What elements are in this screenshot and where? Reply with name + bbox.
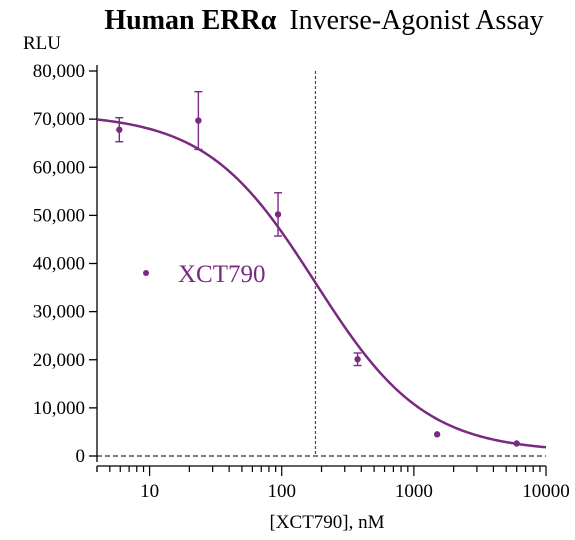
x-axis-title: [XCT790], nM: [269, 512, 384, 533]
y-tick-label: 60,000: [33, 157, 85, 178]
data-point: [195, 117, 202, 124]
fit-curve-group: [96, 118, 547, 449]
data-point: [116, 126, 123, 133]
x-tick-label: 100: [267, 481, 296, 502]
fit-curve: [96, 118, 547, 449]
y-tick-label: 40,000: [33, 254, 85, 275]
y-tick-label: 50,000: [33, 205, 85, 226]
data-point: [274, 211, 282, 218]
x-tick-label: 1000: [395, 481, 433, 502]
chart-title-bold: Human ERRα: [104, 5, 276, 36]
y-tick-label: 10,000: [33, 398, 85, 419]
y-tick-label: 0: [76, 446, 86, 467]
legend-marker: [143, 270, 149, 276]
legend-label: XCT790: [178, 261, 266, 288]
chart-title-rest: Inverse-Agonist Assay: [289, 5, 543, 36]
data-point: [433, 431, 441, 438]
y-tick-label: 80,000: [33, 61, 85, 82]
chart-title: Human ERRα Inverse-Agonist Assay: [104, 5, 543, 36]
axes: 0 10,000 20,000 30,000 40,000 50,000 60,000 70,…: [33, 61, 570, 502]
reference-lines: [97, 71, 546, 457]
data-point: [354, 356, 361, 363]
y-tick-label: 20,000: [33, 350, 85, 371]
y-axis-title: RLU: [23, 33, 61, 54]
legend: XCT790: [143, 261, 266, 288]
y-tick-label: 70,000: [33, 109, 85, 130]
x-tick-label: 10: [140, 481, 159, 502]
data-points: [115, 90, 520, 447]
y-tick-label: 30,000: [33, 302, 85, 323]
x-tick-label: 10000: [522, 481, 570, 502]
data-point: [513, 440, 520, 447]
